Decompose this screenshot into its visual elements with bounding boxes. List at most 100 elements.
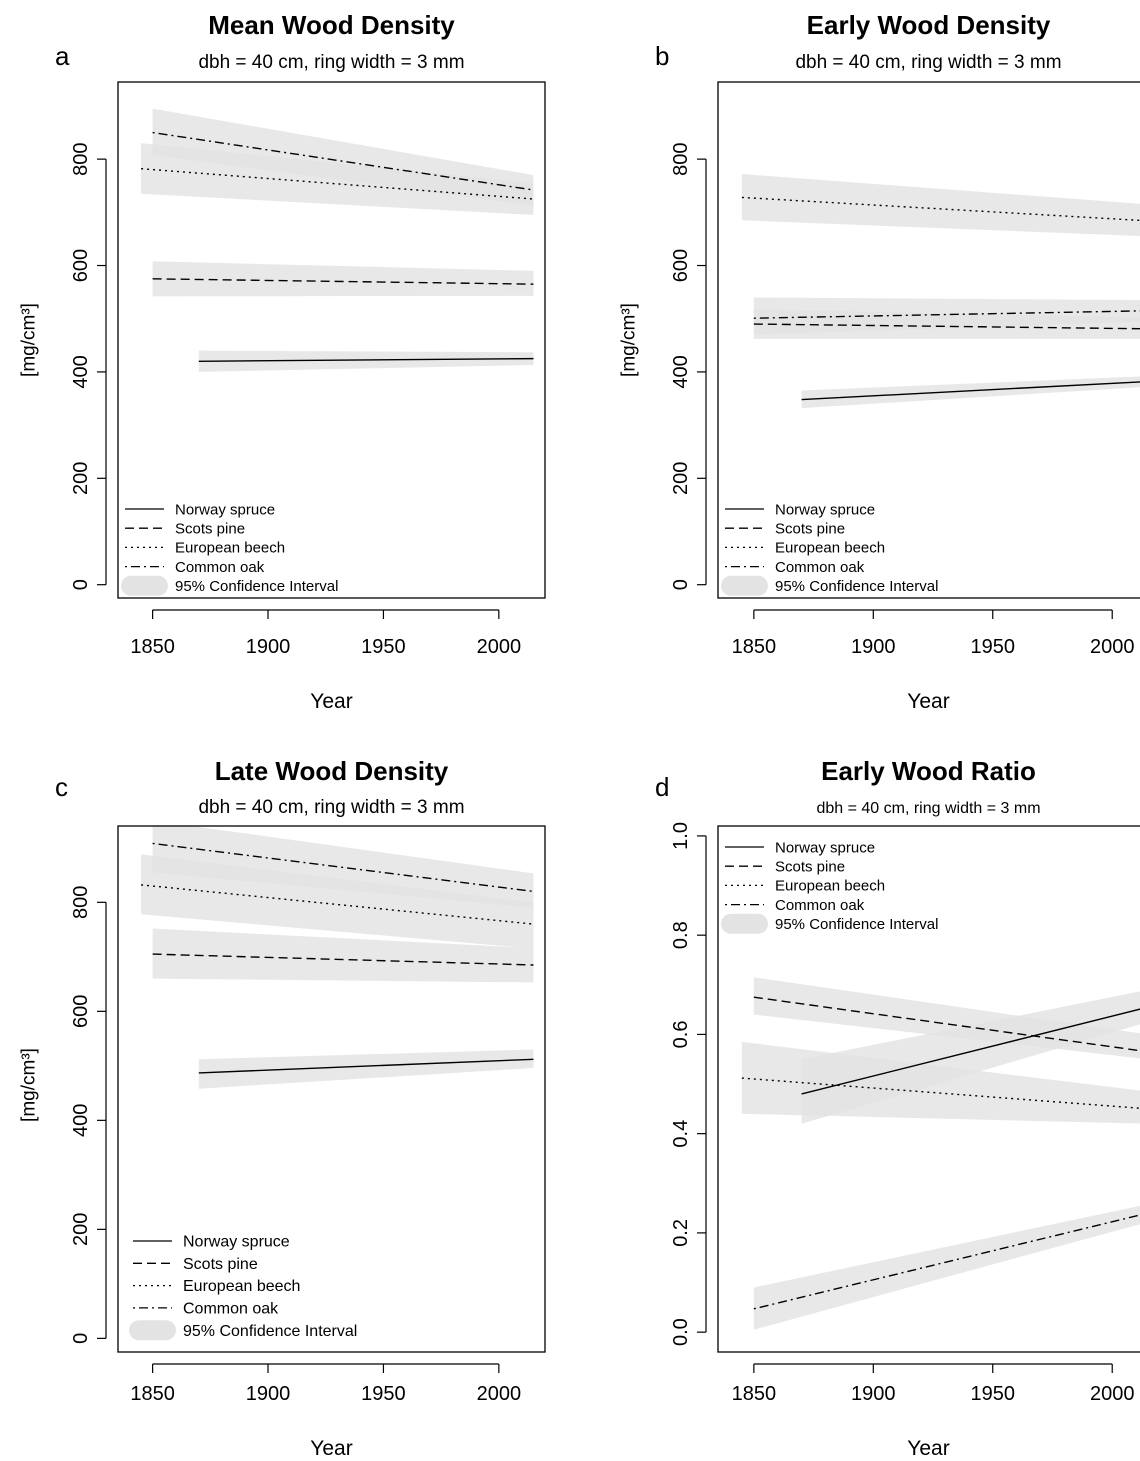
confidence-bands [741,977,1140,1330]
x-tick-label: 1950 [361,1383,406,1405]
x-tick-label: 1900 [851,636,896,658]
y-tick-label: 0.0 [670,1318,692,1346]
legend-swatch-ci [129,1320,176,1341]
y-tick-label: 400 [70,355,92,388]
y-tick-label: 200 [70,1213,92,1246]
y-tick-label: 0.6 [670,1021,692,1049]
legend-label-ci: 95% Confidence Interval [775,916,938,933]
y-tick-label: 0 [70,579,92,590]
legend: Norway spruce Scots pine European beech Com… [121,501,338,596]
y-axis: 0 200 400 600 800 [mg/cm³] [19,142,107,590]
panel-label: b [655,41,669,71]
ci-band-common-oak [753,297,1140,335]
chart-subtitle: dbh = 40 cm, ring width = 3 mm [816,800,1040,817]
series-line-scots-pine [753,323,1140,330]
legend-swatch-ci [721,913,768,934]
legend-label: Common oak [775,559,865,576]
x-axis-label: Year [310,1437,352,1460]
legend-label: European beech [775,878,885,895]
ci-band-scots-pine [152,928,534,983]
chart-title: Mean Wood Density [208,10,455,40]
y-tick-label: 400 [670,355,692,388]
y-axis: 0 200 400 600 800 [mg/cm³] [19,886,107,1344]
panel-label: d [655,772,669,802]
chart-subtitle: dbh = 40 cm, ring width = 3 mm [198,797,464,818]
series-line-european-beech [741,196,1140,222]
chart-panel-b: 1850 1900 1950 2000 Year 0 200 400 600 800 [mg/cm³… [619,10,1140,713]
legend: Norway spruce Scots pine European beech Com… [721,839,938,934]
y-axis-label: [mg/cm³] [19,1048,40,1122]
x-tick-label: 1850 [732,636,777,658]
ci-band-european-beech [741,1041,1140,1124]
x-tick-label: 1950 [971,636,1016,658]
series-line-common-oak [753,310,1140,319]
y-tick-label: 800 [670,142,692,175]
y-tick-label: 0.8 [670,921,692,949]
chart-title: Early Wood Density [807,10,1051,40]
x-axis: 1850 1900 1950 2000 Year [732,609,1135,713]
series-line-european-beech [741,1077,1140,1109]
ci-band-norway-spruce [198,350,534,372]
series-line-norway-spruce [801,381,1140,401]
y-tick-label: 600 [70,995,92,1028]
series-line-common-oak [753,1214,1140,1310]
chart-panel-c: 1850 1900 1950 2000 Year 0 200 400 600 800 [mg/cm³… [19,756,546,1460]
y-tick-label: 0 [670,579,692,590]
y-axis-label: [mg/cm³] [19,303,40,377]
x-tick-label: 1950 [361,636,406,658]
series-lines [741,196,1140,401]
x-axis: 1850 1900 1950 2000 Year [130,1363,521,1460]
y-tick-label: 400 [70,1104,92,1137]
x-axis: 1850 1900 1950 2000 Year [130,609,522,713]
y-axis-label: [mg/cm³] [619,303,640,377]
chart-title: Early Wood Ratio [821,756,1036,786]
series-line-common-oak [152,842,534,893]
ci-band-common-oak [753,1205,1140,1330]
ci-band-common-oak [152,108,534,206]
y-tick-label: 200 [670,462,692,495]
y-tick-label: 200 [70,462,92,495]
legend-label: Scots pine [183,1256,258,1273]
plot-frame [717,825,1140,1353]
x-tick-label: 1850 [130,636,175,658]
series-line-common-oak [152,131,534,191]
x-tick-label: 2000 [477,636,522,658]
y-tick-label: 800 [70,142,92,175]
series-line-scots-pine [152,278,534,285]
legend-label: European beech [183,1278,300,1295]
legend-label: Scots pine [775,520,845,537]
legend-label: Norway spruce [183,1234,290,1251]
legend-swatch-ci [721,575,768,596]
y-tick-label: 0 [70,1333,92,1344]
x-axis: 1850 1900 1950 2000 Year [732,1363,1135,1460]
confidence-bands [141,108,534,372]
confidence-bands [141,826,534,1089]
y-axis: 0.0 0.2 0.4 0.6 0.8 1.0 [670,822,707,1346]
x-tick-label: 1850 [130,1383,175,1405]
series-lines [141,131,534,362]
x-axis-label: Year [310,690,352,713]
y-tick-label: 600 [70,249,92,282]
y-axis: 0 200 400 600 800 [mg/cm³] [619,142,707,590]
x-tick-label: 1900 [851,1383,896,1405]
confidence-bands [741,174,1140,409]
legend-label: European beech [175,540,285,557]
x-tick-label: 2000 [1090,1383,1135,1405]
plot-frame [117,81,546,599]
y-tick-label: 1.0 [670,822,692,850]
x-tick-label: 2000 [1090,636,1135,658]
y-tick-label: 0.2 [670,1219,692,1247]
legend-label: Common oak [775,897,865,914]
legend-label: Common oak [175,559,265,576]
x-tick-label: 1850 [732,1383,777,1405]
series-line-scots-pine [152,953,534,966]
x-axis-label: Year [907,1437,949,1460]
legend-label-ci: 95% Confidence Interval [183,1323,357,1340]
legend-label: Norway spruce [775,501,875,518]
ci-band-norway-spruce [801,376,1140,409]
legend: Norway spruce Scots pine European beech Com… [129,1234,357,1341]
ci-band-scots-pine [152,261,534,297]
x-tick-label: 1900 [246,1383,291,1405]
ci-band-norway-spruce [198,1049,534,1089]
